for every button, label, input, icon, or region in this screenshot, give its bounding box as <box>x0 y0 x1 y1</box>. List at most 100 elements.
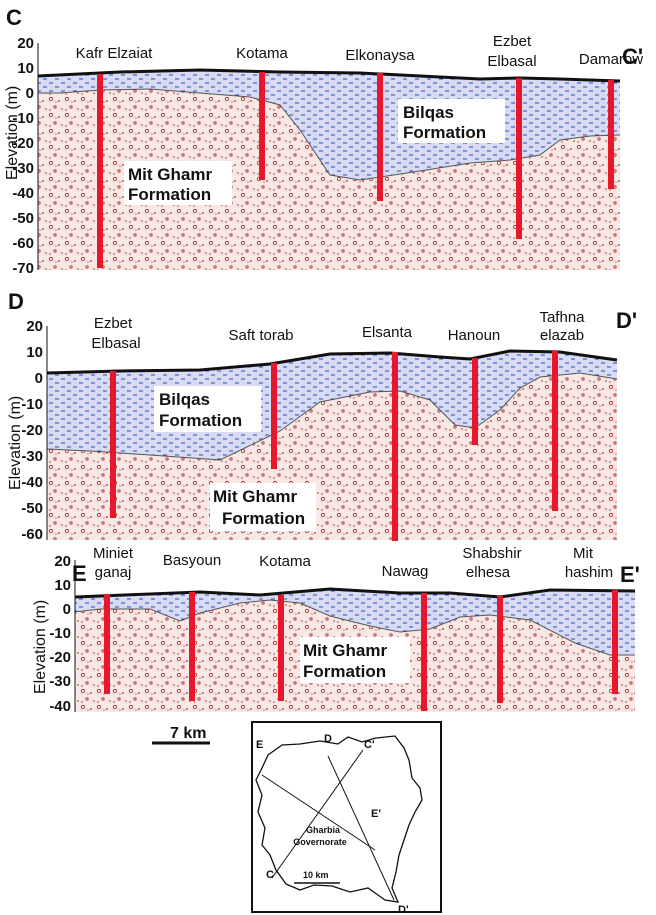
well-label: Ezbet <box>94 315 133 332</box>
map-title: Gharbia Governorate <box>293 825 347 847</box>
y-tick: 10 <box>54 577 71 594</box>
well-label: Elkonaysa <box>345 47 415 64</box>
y-tick: 0 <box>35 370 43 387</box>
y-tick: -30 <box>49 673 71 690</box>
contact-line-e <box>74 599 635 656</box>
y-ticks-d: 20 10 0 -10 -20 -30 -40 -50 -60 <box>21 318 43 543</box>
well-labels-e: Miniet ganaj Basyoun Kotama Nawag Shabsh… <box>93 545 613 581</box>
section-c: C C' 20 10 0 -10 -20 -30 -40 -50 -60 -70… <box>4 5 643 277</box>
well-miniet-ganaj <box>104 594 110 694</box>
surface-line-d <box>46 349 618 375</box>
y-tick: -50 <box>21 500 43 517</box>
inset-map: E D C' E' C D' Gharbia Governorate 10 km <box>251 721 442 915</box>
governorate-outline <box>255 735 423 903</box>
well-label: Damarow <box>579 51 643 68</box>
formation-label-bilqas-c: Bilqas Formation <box>398 99 505 143</box>
label-box <box>300 637 410 683</box>
line-e-e <box>261 774 376 851</box>
label-box <box>398 99 505 143</box>
section-d: D D' 20 10 0 -10 -20 -30 -40 -50 -60 Ele… <box>7 289 637 543</box>
well-nawag <box>421 593 427 711</box>
y-tick: -10 <box>49 625 71 642</box>
contact-line-c <box>38 88 621 181</box>
y-tick: -70 <box>12 260 34 277</box>
y-tick: -20 <box>21 422 43 439</box>
well-ezbet-elbasal <box>516 78 522 239</box>
y-tick: -40 <box>12 185 34 202</box>
line-d-d <box>327 755 395 901</box>
well-shabshir-elhesa <box>497 596 503 703</box>
well-label: ganaj <box>95 564 132 581</box>
formation-text: Bilqas <box>159 390 210 409</box>
bilqas-body-c <box>38 70 620 180</box>
map-label-d-prime: D' <box>398 904 409 915</box>
section-start-label-d: D <box>8 289 24 314</box>
y-tick: -30 <box>21 448 43 465</box>
map-label-c: C <box>266 869 274 881</box>
well-label: Basyoun <box>163 552 221 569</box>
surface-line-c <box>37 68 621 83</box>
y-tick: 20 <box>26 318 43 335</box>
mit-ghamr-body-d <box>47 373 617 540</box>
formation-text: Bilqas <box>403 103 454 122</box>
scale-bar: 7 km <box>152 725 210 745</box>
y-axis-label-c: Elevation (m) <box>4 86 21 180</box>
well-label: Saft torab <box>228 327 293 344</box>
map-title-line: Gharbia <box>306 825 341 835</box>
formation-label-mitghamr-d: Mit Ghamr Formation <box>210 483 316 531</box>
formation-text: Formation <box>159 411 242 430</box>
well-label: elazab <box>540 327 584 344</box>
map-label-d: D <box>324 733 332 745</box>
well-label: Hanoun <box>448 327 501 344</box>
well-label: Elbasal <box>487 53 536 70</box>
well-label: elhesa <box>466 564 511 581</box>
well-kotama <box>278 595 284 701</box>
map-label-e-prime: E' <box>371 808 381 820</box>
map-label-c-prime: C' <box>364 739 375 751</box>
formation-label-mitghamr-c: Mit Ghamr Formation <box>124 161 232 205</box>
label-box <box>210 483 316 531</box>
well-damarow <box>608 80 614 189</box>
y-tick: -30 <box>12 160 34 177</box>
formation-text: Formation <box>222 509 305 528</box>
section-e: E E' 20 10 0 -10 -20 -30 -40 Elevation (… <box>32 545 640 715</box>
well-kotama <box>259 72 265 180</box>
formation-text: Mit Ghamr <box>213 487 297 506</box>
map-title-line: Governorate <box>293 837 347 847</box>
well-mit-hashim <box>612 590 618 694</box>
well-labels-d: Ezbet Elbasal Saft torab Elsanta Hanoun … <box>91 309 585 352</box>
well-saft-torab <box>271 363 277 469</box>
map-label-e: E <box>256 739 263 751</box>
well-elsanta <box>392 352 398 541</box>
formation-text: Formation <box>303 662 386 681</box>
section-end-label-c: C' <box>622 44 643 69</box>
well-label: hashim <box>565 564 613 581</box>
well-ezbet-elbasal <box>110 371 116 518</box>
well-label: Shabshir <box>462 545 521 562</box>
y-tick: -60 <box>12 235 34 252</box>
formation-text: Formation <box>403 123 486 142</box>
well-label: Elsanta <box>362 324 413 341</box>
well-label: Elbasal <box>91 335 140 352</box>
well-label: Kafr Elzaiat <box>76 45 154 62</box>
label-box <box>124 161 232 205</box>
y-axis-label-d: Elevation (m) <box>7 396 24 490</box>
y-tick: -40 <box>49 698 71 715</box>
y-tick: -20 <box>49 649 71 666</box>
formation-label-bilqas-d: Bilqas Formation <box>154 386 261 432</box>
well-hanoun <box>472 358 478 445</box>
y-tick: -50 <box>12 210 34 227</box>
section-start-label-c: C <box>6 5 22 30</box>
y-tick: -60 <box>21 526 43 543</box>
well-label: Tafhna <box>539 309 585 326</box>
y-tick: 10 <box>26 344 43 361</box>
scale-bar-label: 7 km <box>170 725 206 742</box>
formation-text: Mit Ghamr <box>128 165 212 184</box>
map-scale-label: 10 km <box>303 870 329 880</box>
formation-label-mitghamr-e: Mit Ghamr Formation <box>300 637 410 683</box>
y-tick: -10 <box>12 110 34 127</box>
surface-line-e <box>74 587 636 599</box>
section-start-label-e: E <box>72 561 87 586</box>
y-tick: -20 <box>12 135 34 152</box>
